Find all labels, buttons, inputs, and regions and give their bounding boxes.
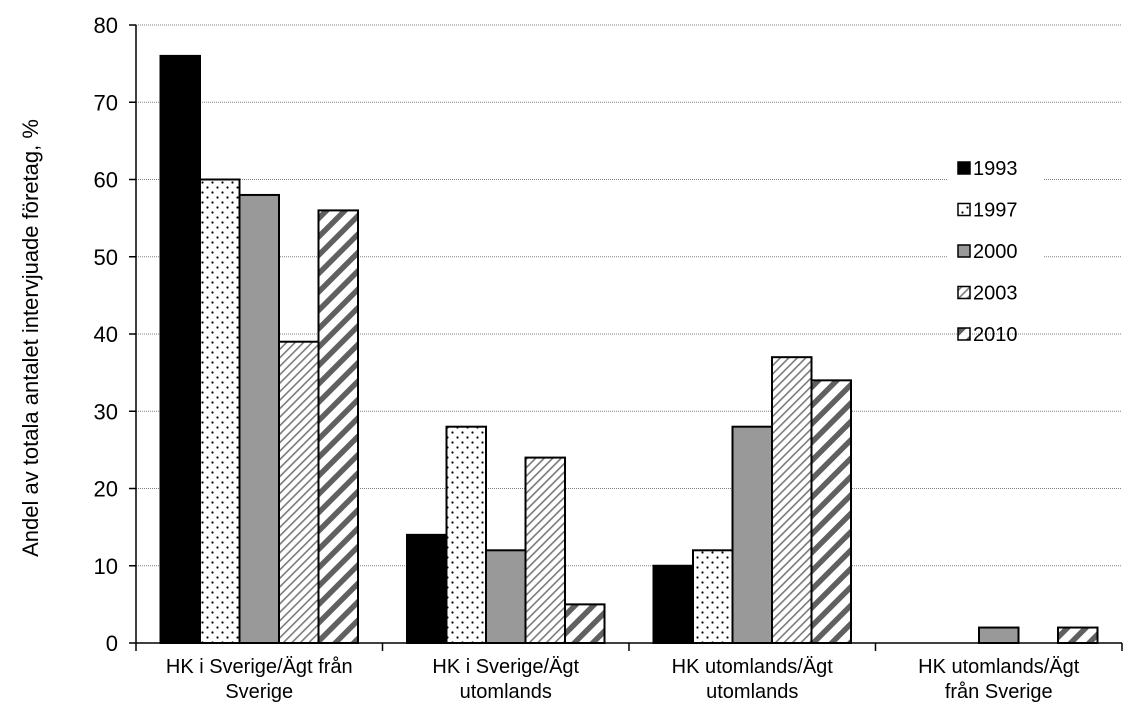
y-tick-label: 40 [94,322,118,347]
bar-2000 [731,425,773,645]
x-category-label: utomlands [706,681,798,703]
legend-swatch-2000 [957,244,971,258]
x-category-label: HK utomlands/Ägt [672,656,834,678]
bar-1993 [406,533,448,644]
x-category-label: HK utomlands/Ägt [918,656,1080,678]
bars [159,54,1099,645]
y-tick-label: 60 [94,168,118,193]
y-axis-label: Andel av totala antalet intervjuade före… [18,119,43,557]
y-tick-labels: 0 10 20 30 40 50 60 70 80 [94,13,118,656]
bar-2010 [317,209,359,644]
legend-label: 2000 [973,241,1018,263]
legend-label: 2010 [973,324,1018,346]
bar-2010 [564,603,606,644]
legend-label: 1993 [973,158,1018,180]
legend: 1993 1997 2000 2003 2010 [948,148,1044,346]
bar-2000 [485,549,527,644]
bar-2000 [978,626,1020,644]
axes [129,24,1123,651]
bar-1993 [159,54,201,644]
bar-2003 [278,340,320,644]
x-category-label: HK i Sverige/Ägt från [166,656,353,678]
y-tick-label: 0 [106,631,118,656]
y-tick-label: 70 [94,90,118,115]
bar-2010 [1057,626,1099,644]
bar-1997 [445,425,487,645]
x-category-label: utomlands [460,681,552,703]
legend-swatch-2003 [957,285,971,300]
bar-1997 [692,549,734,644]
bar-2003 [771,356,813,644]
legend-label: 1997 [973,200,1018,222]
y-tick-label: 20 [94,477,118,502]
category-labels: HK i Sverige/Ägt från Sverige HK i Sverige… [166,656,1080,703]
x-category-label: från Sverige [945,681,1053,703]
y-tick-label: 30 [94,399,118,424]
x-category-label: HK i Sverige/Ägt [432,656,579,678]
y-tick-label: 80 [94,13,118,38]
legend-swatch-2010 [957,327,971,341]
x-category-label: Sverige [225,681,293,703]
legend-swatch-1997 [957,202,971,217]
y-tick-label: 50 [94,245,118,270]
bar-1993 [652,564,694,644]
legend-label: 2003 [973,283,1018,305]
legend-swatch-1993 [957,161,971,175]
bar-2003 [524,456,566,644]
bar-1997 [199,178,241,644]
y-tick-label: 10 [94,554,118,579]
bar-2010 [810,379,852,644]
bar-2000 [238,193,280,644]
